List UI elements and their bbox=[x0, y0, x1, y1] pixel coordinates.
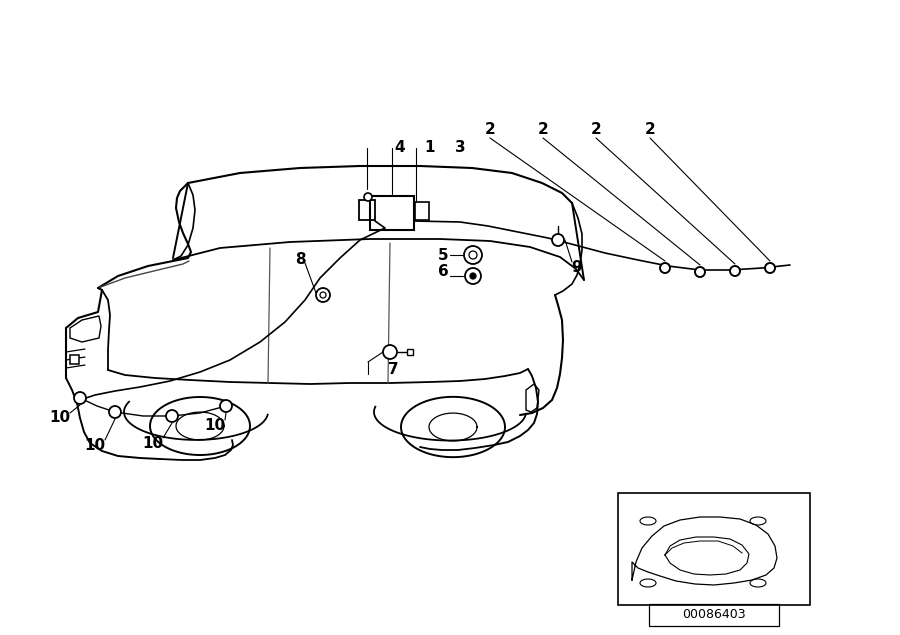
Text: 10: 10 bbox=[85, 438, 105, 453]
Circle shape bbox=[465, 268, 481, 284]
Bar bbox=[618, 493, 810, 605]
Text: 7: 7 bbox=[388, 363, 399, 377]
Bar bbox=[649, 604, 779, 626]
Circle shape bbox=[464, 246, 482, 264]
Text: 8: 8 bbox=[294, 253, 305, 267]
Circle shape bbox=[220, 400, 232, 412]
Text: 2: 2 bbox=[537, 123, 548, 138]
Circle shape bbox=[320, 292, 326, 298]
Circle shape bbox=[470, 273, 476, 279]
Circle shape bbox=[109, 406, 121, 418]
Circle shape bbox=[166, 410, 178, 422]
Bar bbox=[415, 202, 429, 220]
Text: 10: 10 bbox=[50, 410, 70, 425]
Text: 2: 2 bbox=[590, 123, 601, 138]
Text: 2: 2 bbox=[644, 123, 655, 138]
Text: 3: 3 bbox=[454, 140, 465, 156]
Circle shape bbox=[469, 251, 477, 259]
Text: 6: 6 bbox=[437, 265, 448, 279]
Bar bbox=[359, 200, 375, 220]
Text: 10: 10 bbox=[204, 417, 226, 432]
Text: 4: 4 bbox=[395, 140, 405, 156]
Circle shape bbox=[730, 266, 740, 276]
Bar bbox=[370, 196, 414, 230]
Text: 00086403: 00086403 bbox=[682, 608, 746, 622]
Circle shape bbox=[74, 392, 86, 404]
Bar bbox=[70, 355, 79, 364]
Circle shape bbox=[552, 234, 564, 246]
Text: 9: 9 bbox=[572, 260, 582, 276]
Text: 1: 1 bbox=[425, 140, 436, 156]
Text: 5: 5 bbox=[437, 248, 448, 262]
Text: 2: 2 bbox=[484, 123, 495, 138]
Circle shape bbox=[660, 263, 670, 273]
Circle shape bbox=[765, 263, 775, 273]
Circle shape bbox=[316, 288, 330, 302]
Circle shape bbox=[695, 267, 705, 277]
Circle shape bbox=[383, 345, 397, 359]
Circle shape bbox=[364, 193, 372, 201]
Text: 10: 10 bbox=[142, 436, 164, 450]
